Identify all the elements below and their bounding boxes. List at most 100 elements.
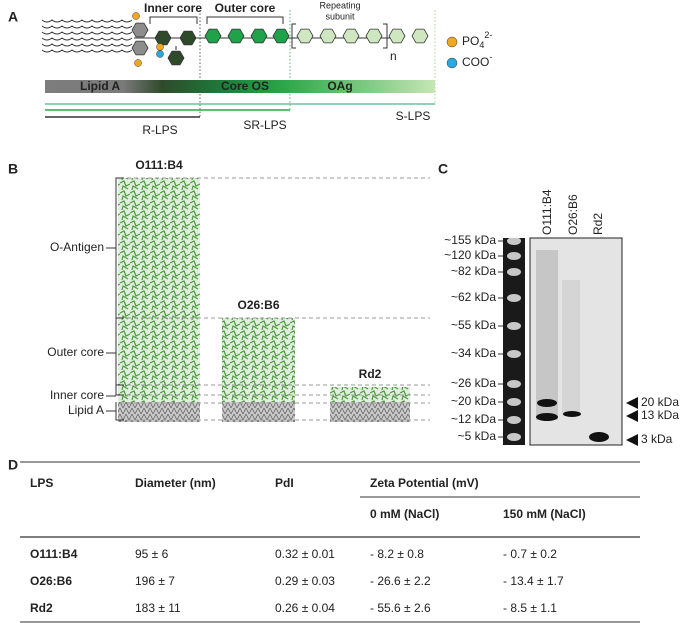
marker-label: 13 kDa: [641, 408, 679, 422]
table-cell: O26:B6: [30, 574, 72, 588]
sugar-ring: [179, 30, 197, 46]
formula: COO: [462, 55, 489, 69]
table-cell: - 26.6 ± 2.2: [370, 574, 431, 588]
ladder-band: [507, 294, 521, 302]
region-label: Outer core: [47, 345, 104, 359]
table-cell: 196 ± 7: [135, 574, 175, 588]
panel-label: A: [8, 9, 18, 25]
fatty-chain: [41, 49, 133, 53]
phosphate: [134, 59, 142, 67]
sugar-ring: [131, 22, 149, 38]
ladder-band: [507, 433, 521, 441]
ladder-label: ~26 kDa: [451, 376, 496, 390]
lane-label: O26:B6: [566, 194, 580, 235]
table-header: 0 mM (NaCl): [370, 507, 439, 521]
table-cell: 95 ± 6: [135, 547, 169, 561]
table-cell: - 8.2 ± 0.8: [370, 547, 424, 561]
ladder-lane: [503, 238, 525, 445]
table-cell: O111:B4: [30, 547, 78, 561]
table-cell: 0.32 ± 0.01: [275, 547, 335, 561]
ladder-label: ~55 kDa: [451, 318, 496, 332]
repeat-count: n: [390, 49, 397, 63]
smear: [536, 250, 558, 420]
sugar-ring: [204, 28, 222, 44]
legend-marker: [446, 36, 458, 48]
region-label: Lipid A: [68, 403, 104, 417]
lipid-layer: [118, 402, 200, 422]
table-cell: - 13.4 ± 1.7: [503, 574, 564, 588]
sugar-ring: [131, 40, 149, 56]
table-header: Zeta Potential (mV): [370, 476, 479, 490]
superscript: 2-: [484, 30, 492, 40]
table-cell: - 8.5 ± 1.1: [503, 601, 557, 615]
gel-band: [536, 413, 558, 421]
ladder-band: [507, 322, 521, 330]
ladder-band: [507, 416, 521, 424]
bar-label: Lipid A: [80, 79, 121, 93]
ladder-label: ~34 kDa: [451, 346, 496, 360]
membrane-model: [222, 318, 295, 402]
ladder-label: ~12 kDa: [451, 412, 496, 426]
ladder-band: [507, 268, 521, 276]
ladder-label: ~62 kDa: [451, 290, 496, 304]
fatty-chain: [41, 19, 133, 23]
membrane-model: [118, 178, 200, 402]
table-header: LPS: [30, 476, 53, 490]
lipid-layer: [222, 402, 295, 422]
ladder-label: ~20 kDa: [451, 394, 496, 408]
ladder-band: [507, 398, 521, 406]
fatty-chain: [41, 37, 133, 41]
legend-label: COO-: [462, 52, 492, 69]
membrane-model: [330, 387, 410, 402]
brace: [206, 16, 284, 24]
ladder-label: ~82 kDa: [451, 264, 496, 278]
gel-band: [537, 399, 557, 407]
table-cell: 183 ± 11: [135, 601, 181, 615]
table-cell: - 0.7 ± 0.2: [503, 547, 557, 561]
marker-arrow: [626, 434, 638, 446]
lps-type: S-LPS: [396, 109, 431, 123]
table-header: 150 mM (NaCl): [503, 507, 586, 521]
phosphate: [132, 12, 140, 20]
sugar-ring: [319, 28, 337, 44]
region-label: Repeating: [319, 0, 360, 10]
formula: PO: [462, 34, 479, 48]
ladder-label: ~155 kDa: [444, 233, 496, 247]
legend-marker: [446, 57, 458, 69]
ladder-label: ~120 kDa: [444, 248, 496, 262]
sugar-ring: [272, 28, 290, 44]
lps-type: SR-LPS: [243, 118, 286, 132]
region-label: subunit: [325, 11, 355, 21]
ladder-label: ~5 kDa: [458, 429, 497, 443]
sugar-ring: [167, 50, 185, 66]
sugar-ring: [154, 30, 172, 46]
marker-arrow: [626, 410, 638, 422]
ladder-band: [507, 252, 521, 260]
region-label: Inner core: [144, 1, 202, 15]
fatty-chain: [41, 31, 133, 35]
strain-label: O111:B4: [135, 158, 183, 172]
ladder-band: [507, 380, 521, 388]
panel-label: C: [438, 161, 448, 177]
marker-arrow: [626, 397, 638, 409]
structure-bar: [45, 80, 435, 93]
marker-label: 20 kDa: [641, 395, 679, 409]
strain-label: O26:B6: [237, 298, 279, 312]
subscript: 4: [479, 40, 484, 50]
fatty-chain: [41, 25, 133, 29]
lipid-layer: [330, 402, 410, 422]
table-cell: 0.26 ± 0.04: [275, 601, 335, 615]
sugar-ring: [296, 28, 314, 44]
sugar-ring: [388, 28, 406, 44]
panel-label: B: [8, 161, 18, 177]
gel-band: [563, 411, 581, 417]
smear: [562, 280, 580, 415]
panel-label: D: [8, 457, 18, 473]
table-cell: Rd2: [30, 601, 53, 615]
region-label: Inner core: [50, 388, 104, 402]
region-label: O-Antigen: [50, 240, 104, 254]
brace: [149, 16, 198, 24]
lps-type: R-LPS: [142, 123, 177, 137]
legend-label: PO42-: [462, 30, 492, 50]
